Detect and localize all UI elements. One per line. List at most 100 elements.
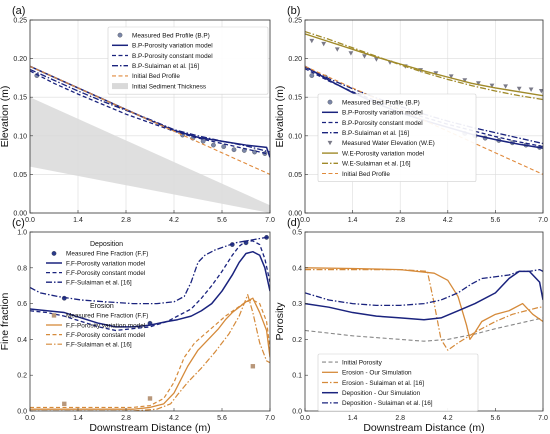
series-line [305,30,543,101]
legend-swatch [327,140,333,146]
y-axis-label: Fine fraction [0,292,11,350]
data-point [462,78,468,83]
panel-b: 0.0 1.4 2.8 4.2 5.6 7.0 0.00 0.05 0.10 0.15 0.20 0.… [274,5,548,224]
y-axis-label: Elevation (m) [0,86,11,148]
x-tick-label: 2.8 [395,217,405,224]
legend-swatch [51,313,57,318]
axes-frame [29,19,271,214]
y-tick-label: 0.0 [17,409,27,416]
series-line [305,270,543,321]
legend-label: Erosion - Our Simulation [342,370,412,377]
y-tick-label: 0.05 [13,172,27,179]
x-tick-label: 2.8 [395,415,405,422]
panel-d: 0.0 1.4 2.8 4.2 5.6 7.0 0.0 0.1 0.2 0.3 0.4 0.5(d) P… [274,217,548,434]
y-tick-label: 0.25 [288,18,302,25]
series-line [305,268,543,351]
y-axis-label: Elevation (m) [274,86,286,148]
legend-label: B.P-Porosity variation model [342,110,423,117]
legend-label: Measured Fine Fraction (F.F) [66,251,148,258]
legend-swatch [117,32,123,38]
series-line [305,268,543,307]
series-line [30,68,270,153]
data-point [309,73,315,78]
legend-group-title: Deposition [90,241,123,248]
series-line [30,297,270,410]
x-tick-label: 4.2 [169,415,179,422]
y-tick-label: 0.25 [13,18,27,25]
x-tick-label: 0.0 [300,415,310,422]
legend-label: B.P-Porosity variation model [132,43,213,50]
legend-swatch [112,83,128,90]
panel-a: 0.0 1.4 2.8 4.2 5.6 7.0 0.00 0.05 0.10 0.15 0.20 0.… [0,5,275,224]
data-point [334,47,340,52]
y-tick-label: 0.1 [292,373,302,380]
x-tick-label: 0.0 [25,217,35,224]
data-point [538,89,543,94]
y-tick-label: 0.0 [292,409,302,416]
legend-label: F.F-Porosity variation model [66,322,145,329]
y-tick-label: 1.0 [17,230,27,237]
series-group [30,65,270,213]
x-tick-label: 5.6 [491,415,501,422]
legend-label: Initial Sediment Thickness [132,83,206,90]
legend: Deposition Measured Fine Fraction (F.F) F.… [46,241,148,349]
y-tick-label: 0.10 [13,133,27,140]
series-band [30,97,270,213]
x-tick-label: 7.0 [265,217,275,224]
y-tick-label: 0.4 [292,265,302,272]
x-axis-label: Downstream Distance (m) [363,422,484,434]
x-tick-label: 7.0 [538,217,548,224]
y-tick-label: 0.20 [288,56,302,63]
x-tick-label: 1.4 [73,415,83,422]
series-line [305,317,543,342]
y-tick-label: 0.05 [288,172,302,179]
x-tick-label: 0.0 [25,415,35,422]
series-line [305,68,543,148]
y-tick-label: 0.3 [292,301,302,308]
x-tick-label: 1.4 [73,217,83,224]
legend-label: Measured Fine Fraction (F.F) [66,313,148,320]
y-tick-label: 0.10 [288,133,302,140]
data-point [528,87,534,92]
legend-label: F.F-Porosity variation model [66,260,145,267]
data-point [309,38,315,44]
legend-label: Measured Bed Profile (B.P) [342,99,420,106]
y-tick-label: 0.2 [17,373,27,380]
legend-label: Erosion - Sulaiman et al. [16] [342,380,424,387]
y-axis-label: Porosity [274,302,286,341]
x-tick-label: 5.6 [217,217,227,224]
x-tick-label: 1.4 [348,217,358,224]
legend-label: F.F-Sulaiman et al. [16] [66,342,132,349]
legend-label: Initial Porosity [342,359,383,366]
legend: Initial Porosity Erosion - Our Simulation… [317,353,479,412]
legend-swatch [327,99,333,105]
legend-label: F.F-Porosity constant model [66,270,145,277]
data-point [374,57,379,62]
y-tick-label: 0.20 [13,56,27,63]
x-tick-label: 5.6 [491,217,501,224]
panel-label: (c) [12,217,25,229]
y-tick-label: 0.00 [13,211,27,218]
series-line [30,240,270,332]
data-point [448,74,454,79]
data-point [250,364,256,369]
series-group [30,235,270,411]
x-tick-label: 4.2 [169,217,179,224]
legend: Measured Bed Profile (B.P) B.P-Porosity v… [317,93,477,182]
legend-label: Measured Bed Profile (B.P) [132,32,210,39]
axes-frame [304,19,544,214]
y-tick-label: 0.15 [13,95,27,102]
panel-c: 0.0 1.4 2.8 4.2 5.6 7.0 0.0 0.2 0.4 0.6 0.8 1.0(c) F… [0,217,275,434]
panel-label: (d) [287,217,300,229]
legend-swatch [51,251,57,256]
legend-label: B.P-Porosity constant model [132,53,213,60]
legend-box [107,26,269,95]
x-axis-label: Downstream Distance (m) [89,422,210,434]
x-tick-label: 0.0 [300,217,310,224]
legend-label: F.F-Sulaiman et al. [16] [66,280,132,287]
data-point [476,81,481,86]
data-point [211,142,216,148]
data-point [62,401,67,407]
x-tick-label: 7.0 [538,415,548,422]
